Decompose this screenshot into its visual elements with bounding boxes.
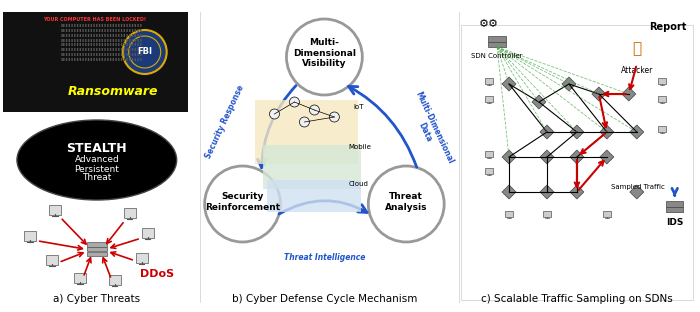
Polygon shape	[622, 87, 636, 101]
Circle shape	[270, 109, 279, 119]
FancyBboxPatch shape	[262, 145, 361, 189]
FancyArrowPatch shape	[258, 85, 296, 168]
Polygon shape	[540, 185, 554, 199]
FancyBboxPatch shape	[3, 12, 188, 112]
Text: Threat
Analysis: Threat Analysis	[385, 192, 428, 212]
Circle shape	[330, 112, 340, 122]
FancyBboxPatch shape	[267, 180, 361, 212]
Polygon shape	[600, 150, 614, 164]
Text: ▐▐▐▐▐▐▐▐▐▐▐▐▐▐▐▐▐▐▐▐▐▐▐▐▐▐▐▐▐▐: ▐▐▐▐▐▐▐▐▐▐▐▐▐▐▐▐▐▐▐▐▐▐▐▐▐▐▐▐▐▐	[60, 28, 142, 32]
FancyBboxPatch shape	[142, 228, 153, 237]
Text: FBI: FBI	[137, 47, 152, 56]
Text: ▐▐▐▐▐▐▐▐▐▐▐▐▐▐▐▐▐▐▐▐▐▐▐▐▐▐▐▐▐▐: ▐▐▐▐▐▐▐▐▐▐▐▐▐▐▐▐▐▐▐▐▐▐▐▐▐▐▐▐▐▐	[60, 33, 142, 37]
FancyBboxPatch shape	[46, 256, 58, 265]
Text: IDS: IDS	[666, 218, 683, 227]
Text: c) Scalable Traffic Sampling on SDNs: c) Scalable Traffic Sampling on SDNs	[481, 294, 673, 304]
FancyBboxPatch shape	[87, 242, 107, 246]
Text: STEALTH: STEALTH	[66, 142, 127, 154]
Text: IoT: IoT	[353, 104, 363, 110]
FancyBboxPatch shape	[87, 246, 107, 251]
Text: Ransomware: Ransomware	[68, 85, 158, 98]
FancyBboxPatch shape	[485, 151, 493, 157]
Text: YOUR COMPUTER HAS BEEN LOCKED!: YOUR COMPUTER HAS BEEN LOCKED!	[43, 17, 146, 22]
Text: Report: Report	[650, 22, 687, 32]
Text: Advanced: Advanced	[74, 155, 119, 164]
Polygon shape	[592, 87, 606, 101]
FancyBboxPatch shape	[74, 273, 85, 282]
Text: b) Cyber Defense Cycle Mechanism: b) Cyber Defense Cycle Mechanism	[232, 294, 417, 304]
Text: ▐▐▐▐▐▐▐▐▐▐▐▐▐▐▐▐▐▐▐▐▐▐▐▐▐▐▐▐▐▐: ▐▐▐▐▐▐▐▐▐▐▐▐▐▐▐▐▐▐▐▐▐▐▐▐▐▐▐▐▐▐	[60, 23, 142, 27]
Polygon shape	[630, 125, 644, 139]
Text: ▐▐▐▐▐▐▐▐▐▐▐▐▐▐▐▐▐▐▐▐▐▐▐▐▐▐▐▐▐▐: ▐▐▐▐▐▐▐▐▐▐▐▐▐▐▐▐▐▐▐▐▐▐▐▐▐▐▐▐▐▐	[60, 52, 142, 56]
Polygon shape	[532, 95, 546, 109]
FancyBboxPatch shape	[124, 208, 136, 217]
Text: Multi-Dimensional
Data: Multi-Dimensional Data	[404, 90, 454, 170]
Text: ▐▐▐▐▐▐▐▐▐▐▐▐▐▐▐▐▐▐▐▐▐▐▐▐▐▐▐▐▐▐: ▐▐▐▐▐▐▐▐▐▐▐▐▐▐▐▐▐▐▐▐▐▐▐▐▐▐▐▐▐▐	[60, 57, 142, 61]
Polygon shape	[570, 125, 584, 139]
Text: Cloud: Cloud	[349, 181, 368, 187]
FancyBboxPatch shape	[109, 275, 120, 285]
FancyBboxPatch shape	[461, 25, 693, 300]
FancyBboxPatch shape	[543, 212, 551, 217]
FancyBboxPatch shape	[136, 253, 148, 262]
Text: ▐▐▐▐▐▐▐▐▐▐▐▐▐▐▐▐▐▐▐▐▐▐▐▐▐▐▐▐▐▐: ▐▐▐▐▐▐▐▐▐▐▐▐▐▐▐▐▐▐▐▐▐▐▐▐▐▐▐▐▐▐	[60, 47, 142, 51]
Text: Mobile: Mobile	[348, 144, 371, 150]
Text: Threat Intelligence: Threat Intelligence	[284, 252, 365, 261]
Polygon shape	[540, 125, 554, 139]
Text: Security Response: Security Response	[204, 84, 246, 160]
Text: ▐▐▐▐▐▐▐▐▐▐▐▐▐▐▐▐▐▐▐▐▐▐▐▐▐▐▐▐▐▐: ▐▐▐▐▐▐▐▐▐▐▐▐▐▐▐▐▐▐▐▐▐▐▐▐▐▐▐▐▐▐	[60, 37, 142, 41]
Polygon shape	[502, 185, 516, 199]
Text: ⚙⚙: ⚙⚙	[479, 19, 499, 29]
Text: a) Cyber Threats: a) Cyber Threats	[53, 294, 141, 304]
Ellipse shape	[17, 120, 176, 200]
Circle shape	[290, 97, 300, 107]
Text: Multi-
Dimensional
Visibility: Multi- Dimensional Visibility	[293, 38, 356, 68]
FancyBboxPatch shape	[666, 201, 683, 207]
Circle shape	[300, 117, 309, 127]
FancyBboxPatch shape	[485, 96, 493, 102]
Polygon shape	[570, 150, 584, 164]
Circle shape	[309, 105, 319, 115]
Text: DDoS: DDoS	[140, 269, 174, 279]
Text: Attacker: Attacker	[621, 66, 653, 75]
Text: Sampled Traffic: Sampled Traffic	[611, 184, 665, 190]
Polygon shape	[600, 125, 614, 139]
FancyBboxPatch shape	[603, 212, 610, 217]
FancyBboxPatch shape	[49, 205, 61, 215]
FancyBboxPatch shape	[658, 126, 666, 132]
Circle shape	[204, 166, 281, 242]
Circle shape	[286, 19, 363, 95]
FancyBboxPatch shape	[489, 42, 505, 47]
Polygon shape	[502, 77, 516, 91]
FancyArrowPatch shape	[349, 86, 416, 167]
Polygon shape	[502, 150, 516, 164]
Text: SDN Controller: SDN Controller	[471, 53, 523, 59]
FancyBboxPatch shape	[255, 100, 358, 164]
FancyBboxPatch shape	[485, 168, 493, 174]
FancyBboxPatch shape	[658, 78, 666, 84]
Text: Persistent: Persistent	[74, 164, 119, 173]
Text: ▐▐▐▐▐▐▐▐▐▐▐▐▐▐▐▐▐▐▐▐▐▐▐▐▐▐▐▐▐▐: ▐▐▐▐▐▐▐▐▐▐▐▐▐▐▐▐▐▐▐▐▐▐▐▐▐▐▐▐▐▐	[60, 42, 142, 46]
Polygon shape	[540, 150, 554, 164]
Polygon shape	[562, 77, 576, 91]
FancyBboxPatch shape	[666, 207, 683, 212]
Circle shape	[368, 166, 444, 242]
FancyBboxPatch shape	[658, 96, 666, 102]
FancyArrowPatch shape	[279, 201, 367, 214]
FancyBboxPatch shape	[505, 212, 513, 217]
FancyBboxPatch shape	[485, 78, 493, 84]
Polygon shape	[630, 185, 644, 199]
FancyBboxPatch shape	[489, 36, 505, 42]
Text: 👤: 👤	[632, 41, 641, 56]
Polygon shape	[570, 185, 584, 199]
Circle shape	[122, 30, 167, 74]
FancyBboxPatch shape	[24, 232, 36, 241]
FancyBboxPatch shape	[87, 251, 107, 256]
Text: Threat: Threat	[82, 173, 111, 183]
Text: Security
Reinforcement: Security Reinforcement	[205, 192, 280, 212]
